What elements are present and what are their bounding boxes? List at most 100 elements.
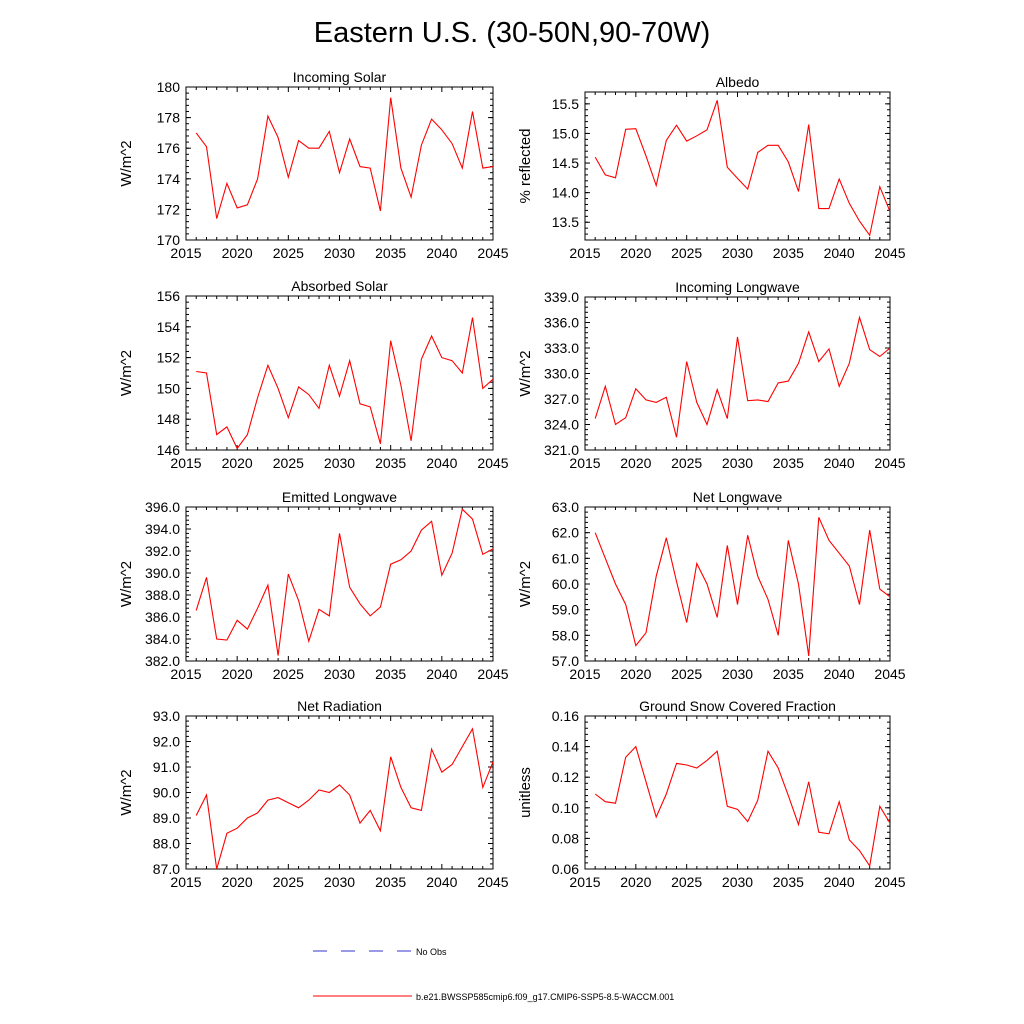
x-tick-label: 2030 [722,874,753,890]
x-tick-label: 2025 [273,874,304,890]
y-tick-label: 14.5 [552,155,579,171]
y-tick-label: 91.0 [153,759,180,775]
y-tick-label: 321.0 [544,442,579,458]
x-tick-label: 2030 [722,666,753,682]
y-tick-label: 15.0 [552,125,579,141]
y-tick-label: 14.0 [552,185,579,201]
chart-panel: Incoming Solar W/m^2 2015 2020 2025 2030 2035 2… [118,69,509,261]
x-tick-label: 2025 [273,245,304,261]
y-tick-label: 88.0 [153,836,180,852]
x-tick-label: 2020 [222,455,253,471]
x-tick-label: 2035 [375,245,406,261]
series-line [594,517,890,656]
x-tick-label: 2035 [375,666,406,682]
chart-panel: Incoming Longwave W/m^2 2015 2020 2025 2030 20… [517,279,906,471]
x-tick-label: 2040 [824,455,855,471]
series-line [594,315,890,438]
legend-model-label: b.e21.BWSSP585cmip6.f09_g17.CMIP6-SSP5-8… [416,992,674,1002]
y-axis-label: W/m^2 [517,350,534,396]
x-tick-label: 2035 [773,245,804,261]
plot-frame [185,715,494,870]
y-tick-label: 87.0 [153,861,180,877]
plot-frame [185,86,494,241]
y-tick-label: 61.0 [552,550,579,566]
series-line [195,97,493,219]
x-tick-label: 2045 [477,455,508,471]
y-tick-label: 384.0 [145,631,180,647]
chart-panel: Ground Snow Covered Fraction unitless 2015… [517,698,906,890]
y-tick-label: 390.0 [145,565,180,581]
y-axis-label: W/m^2 [118,140,135,186]
y-tick-label: 0.08 [552,830,579,846]
series-line [195,508,493,656]
panel-title: Ground Snow Covered Fraction [639,698,836,714]
y-tick-label: 336.0 [544,315,579,331]
y-tick-label: 0.12 [552,769,579,785]
x-tick-label: 2020 [620,245,651,261]
x-tick-label: 2015 [569,666,600,682]
x-tick-label: 2025 [671,455,702,471]
y-tick-label: 146 [157,442,181,458]
y-tick-label: 13.5 [552,214,579,230]
y-tick-label: 148 [157,411,181,427]
panel-title: Absorbed Solar [291,278,388,294]
panel-title: Emitted Longwave [282,489,397,505]
y-tick-label: 0.16 [552,708,579,724]
y-tick-label: 93.0 [153,708,180,724]
y-tick-label: 174 [157,171,181,187]
chart-panel: Emitted Longwave W/m^2 2015 2020 2025 2030 203… [118,489,509,682]
y-tick-label: 92.0 [153,734,180,750]
y-axis-label: unitless [517,767,534,818]
y-tick-label: 388.0 [145,587,180,603]
y-tick-label: 156 [157,288,181,304]
plot-frame [185,295,494,451]
y-tick-label: 60.0 [552,576,579,592]
plot-frame [584,715,891,870]
x-tick-label: 2035 [375,874,406,890]
x-tick-label: 2015 [170,455,201,471]
x-tick-label: 2035 [375,455,406,471]
x-tick-label: 2025 [273,455,304,471]
plot-frame [185,506,494,662]
x-tick-label: 2025 [671,245,702,261]
y-tick-label: 170 [157,232,181,248]
legend-no-obs-label: No Obs [416,947,447,957]
y-tick-label: 333.0 [544,340,579,356]
panel-title: Albedo [716,74,760,90]
x-tick-label: 2015 [170,874,201,890]
x-tick-label: 2015 [569,245,600,261]
x-tick-label: 2030 [324,245,355,261]
y-tick-label: 180 [157,79,181,95]
y-tick-label: 0.06 [552,861,579,877]
x-tick-label: 2030 [324,455,355,471]
y-tick-label: 172 [157,201,181,217]
chart-panel: Albedo % reflected 2015 2020 2025 2030 2035 204… [517,74,906,261]
x-tick-label: 2045 [874,666,905,682]
y-tick-label: 327.0 [544,391,579,407]
y-tick-label: 150 [157,380,181,396]
series-line [594,100,890,237]
plot-frame [584,506,891,662]
x-tick-label: 2025 [273,666,304,682]
y-tick-label: 178 [157,110,181,126]
x-tick-label: 2020 [620,874,651,890]
x-tick-label: 2020 [222,245,253,261]
y-axis-label: W/m^2 [118,561,135,607]
x-tick-label: 2020 [620,666,651,682]
y-tick-label: 154 [157,319,181,335]
x-tick-label: 2045 [477,245,508,261]
figure-title: Eastern U.S. (30-50N,90-70W) [314,17,710,49]
y-axis-label: W/m^2 [517,561,534,607]
y-tick-label: 392.0 [145,543,180,559]
x-tick-label: 2025 [671,874,702,890]
x-tick-label: 2035 [773,666,804,682]
x-tick-label: 2040 [426,666,457,682]
panel-title: Net Radiation [297,698,382,714]
legend: No Obs b.e21.BWSSP585cmip6.f09_g17.CMIP6… [313,947,674,1002]
y-tick-label: 396.0 [145,499,180,515]
x-tick-label: 2045 [874,245,905,261]
y-tick-label: 59.0 [552,602,579,618]
y-tick-label: 15.5 [552,96,579,112]
x-tick-label: 2040 [426,245,457,261]
